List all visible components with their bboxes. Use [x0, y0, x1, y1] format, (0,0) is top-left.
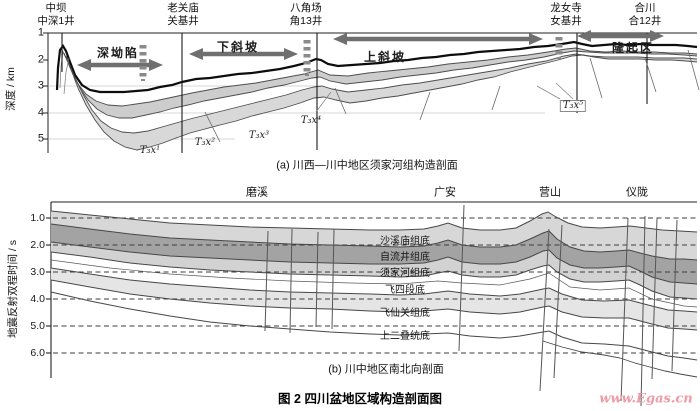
panel-b-tick-2: 2.0 [30, 238, 45, 251]
well-name-label: 中深1井 [37, 14, 75, 27]
panel-a-y-axis-title: 深度 / km [4, 67, 17, 111]
well-place-label: 中坝 [45, 1, 67, 14]
figure-caption: 图 2 四川盆地区域构造剖面图 [278, 391, 442, 406]
well-name-label: 角13井 [289, 14, 323, 27]
watermark: www.Egas.cn [599, 391, 693, 407]
panel-b-caption: (b) 川中地区南北向剖面 [328, 363, 444, 376]
horizon-label-upper-permian: 上二叠统底 [380, 331, 430, 342]
location-label-yilong: 仪陇 [626, 186, 648, 199]
zone-label-uplift: 隆起区 [611, 41, 655, 55]
panel-a-tick-4: 4 [37, 106, 44, 119]
well-name-label: 女基井 [550, 14, 582, 27]
well-place-label: 龙女寺 [550, 1, 582, 14]
stratum-marker-t3x4: T₃x⁴ [300, 115, 322, 126]
stratum-marker-t3x5: T₃x⁵ [559, 100, 587, 112]
well-place-label: 八角场 [290, 1, 322, 14]
panel-a-strata [55, 40, 698, 151]
panel-a-tick-1: 1 [37, 26, 44, 39]
zone-label-lower-slope: 下斜坡 [216, 40, 260, 54]
panel-b-strata-fills [51, 211, 697, 330]
well-place-label: 老关庙 [167, 1, 199, 14]
panel-b-tick-3: 3.0 [30, 265, 45, 278]
panel-a-tick-2: 2 [37, 53, 44, 66]
stratum-marker-t3x1: T₃x¹ [139, 145, 161, 156]
panel-b-tick-5: 5.0 [30, 319, 45, 332]
horizon-label-feisi: 飞四段底 [385, 285, 425, 296]
panel-a-tick-3: 3 [37, 79, 44, 92]
location-label-yingshan: 营山 [539, 186, 561, 199]
panel-b-horizon-lines [50, 210, 698, 378]
well-place-label: 合川 [634, 1, 656, 14]
panel-b-tick-4: 4.0 [30, 292, 45, 305]
location-label-guangan: 广安 [434, 186, 456, 199]
panel-a-well-lines [61, 33, 648, 153]
horizon-label-xujiahe: 须家河组底 [380, 268, 430, 279]
panel-a-caption: (a) 川西—川中地区须家河组构造剖面 [276, 159, 458, 172]
stratum-marker-t3x2: T₃x² [194, 137, 216, 148]
zone-label-upper-slope: 上斜坡 [363, 50, 407, 64]
panel-a-label-leader-lines [315, 82, 574, 113]
well-name-label: 合12井 [628, 14, 662, 27]
well-name-label: 关基井 [167, 14, 199, 27]
stratum-marker-t3x3: T₃x³ [248, 130, 270, 141]
panel-a-tick-5: 5 [37, 132, 44, 145]
panel-b-tick-6: 6.0 [30, 346, 45, 359]
panel-b-tick-1: 1.0 [30, 211, 45, 224]
panel-a-boundary-dashes [139, 37, 563, 81]
location-label-moxi: 磨溪 [246, 186, 268, 199]
panel-b-y-axis-title: 地震反射双程时间 / s [6, 239, 19, 339]
panel-a-faults [204, 49, 700, 143]
panel-a-zone-arrows [77, 30, 664, 71]
panel-b-faults [264, 204, 678, 407]
horizon-label-ziliujing: 自流井组底 [380, 252, 430, 263]
zone-label-depression: 深坳陷 [96, 46, 140, 60]
horizon-label-shaximiao: 沙溪庙组底 [380, 236, 430, 247]
horizon-label-feixianguan: 飞仙关组底 [380, 308, 430, 319]
